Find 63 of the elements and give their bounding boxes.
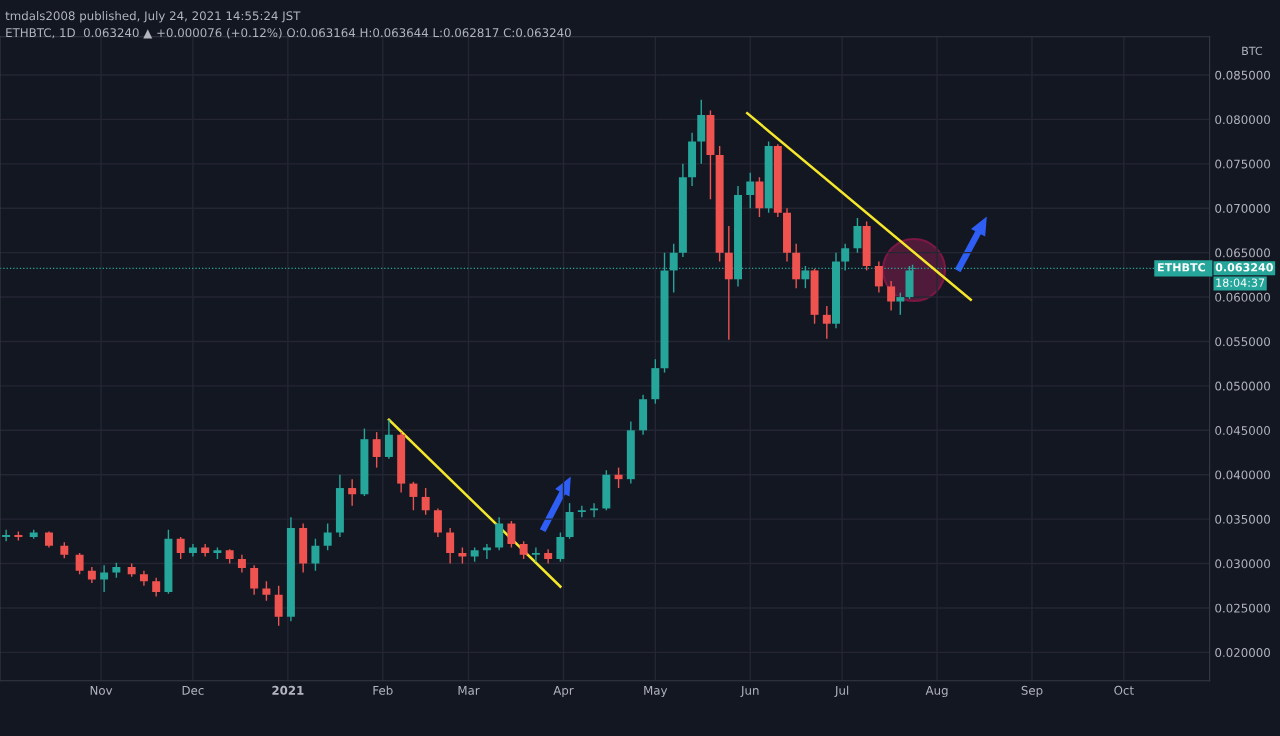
y-tick-label: 0.035000	[1215, 514, 1271, 524]
candlestick	[100, 564, 109, 593]
y-tick-label: 0.070000	[1215, 203, 1271, 213]
x-tick-label: 2021	[272, 685, 304, 695]
text: 0.063240	[1215, 263, 1273, 272]
y-tick-label: 0.065000	[1215, 248, 1271, 258]
y-tick-label: 0.040000	[1215, 470, 1271, 480]
x-tick-label: Sep	[1021, 685, 1043, 698]
y-tick-label: 0.045000	[1215, 426, 1271, 435]
candlestick	[152, 577, 161, 598]
candlestick	[311, 537, 320, 572]
x-tick-label: Feb	[373, 685, 393, 695]
candlestick	[176, 536, 185, 560]
y-tick-label: 0.050000	[1215, 381, 1271, 391]
x-tick-label: Apr	[553, 686, 574, 698]
ref-line-label: ETHBTC	[1158, 263, 1206, 272]
candlestick	[495, 516, 504, 551]
y-axis-title: BTC	[1242, 46, 1263, 56]
candlestick	[262, 580, 271, 602]
candlestick	[250, 564, 259, 596]
x-tick-label: Jun	[740, 686, 759, 697]
candlestick	[874, 260, 883, 294]
candlestick	[446, 527, 455, 565]
x-tick-label: Nov	[90, 686, 113, 695]
candlestick	[822, 305, 831, 340]
y-tick-label: 0.025000	[1215, 603, 1271, 613]
x-tick-label: Mar	[458, 686, 480, 695]
x-tick-label: Aug	[925, 686, 948, 698]
candlestick	[556, 531, 565, 563]
candlestick	[409, 481, 418, 511]
y-tick-label: 0.020000	[1215, 648, 1271, 658]
candlestick	[2, 529, 11, 543]
y-tick-label: 0.080000	[1215, 115, 1271, 125]
y-tick-label: 0.055000	[1215, 337, 1271, 347]
x-tick-label: Oct	[1114, 685, 1134, 695]
candlestick	[614, 466, 623, 489]
candlestick	[75, 552, 84, 575]
chart-subtitle: ETHBTC, 1D 0.063240 ▲ +0.000076 (+0.12%) O:0.063164 H:0.063644 L:0.062817 C:0.063240	[6, 27, 571, 39]
candlestick	[853, 217, 862, 254]
x-tick-label: May	[644, 686, 668, 698]
text: 18:04:37	[1216, 278, 1265, 287]
candlestick	[323, 522, 332, 551]
candlestick	[384, 418, 393, 460]
candlestick	[421, 487, 430, 516]
x-tick-label: Dec	[182, 686, 204, 695]
candlestick	[274, 585, 283, 627]
chart-title: tmdals2008 published, July 24, 2021 14:55:24 JST	[5, 11, 301, 23]
x-tick-label: Jul	[834, 685, 849, 697]
candlestick	[577, 505, 586, 519]
y-tick-label: 0.075000	[1215, 159, 1271, 169]
candlestick	[433, 507, 442, 538]
y-tick-label: 0.030000	[1215, 559, 1271, 569]
candlestick	[544, 548, 553, 565]
candlestick	[372, 431, 381, 469]
candlestick	[887, 280, 896, 312]
candlestick	[507, 520, 516, 549]
candlestick	[348, 478, 357, 507]
y-tick-label: 0.085000	[1215, 70, 1271, 80]
candlestick	[590, 502, 599, 519]
y-tick-label: 0.060000	[1215, 292, 1271, 302]
candlestick	[746, 172, 755, 209]
candlestick	[531, 546, 540, 563]
candlestick	[896, 291, 905, 316]
